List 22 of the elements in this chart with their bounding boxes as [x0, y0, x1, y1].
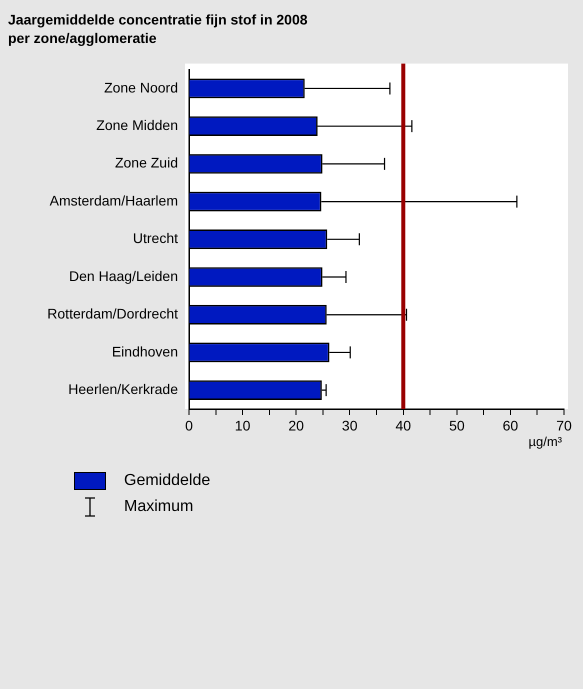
y-tick-label: Zone Zuid [114, 154, 178, 171]
x-tick-label: 60 [502, 417, 518, 434]
x-axis-title: µg/m³ [528, 434, 563, 450]
text: Maximum [124, 498, 194, 516]
x-tick-label: 10 [234, 417, 251, 434]
y-tick-label: Utrecht [132, 230, 178, 246]
x-tick-label: 70 [556, 417, 572, 434]
y-tick-label: Amsterdam/Haarlem [50, 192, 178, 208]
y-tick-label: Eindhoven [112, 343, 178, 360]
x-tick-label: 40 [395, 417, 412, 434]
legend-label: Gemiddelde [124, 472, 210, 490]
y-tick-label: Den Haag/Leiden [69, 268, 178, 284]
x-tick-label: 20 [288, 417, 304, 434]
y-tick-label: Heerlen/Kerkrade [68, 381, 178, 398]
y-tick-label: Zone Noord [104, 79, 178, 96]
x-tick-label: 0 [185, 417, 194, 434]
x-tick-label: 30 [342, 417, 358, 434]
y-tick-label: Rotterdam/Dordrecht [47, 306, 178, 322]
chart-subtitle: per zone/agglomeratie [8, 30, 157, 46]
x-tick-label: 50 [449, 417, 465, 434]
y-tick-label: Zone Midden [96, 117, 178, 134]
chart-title: Jaargemiddelde concentratie fijn stof in 2008 [8, 11, 308, 28]
